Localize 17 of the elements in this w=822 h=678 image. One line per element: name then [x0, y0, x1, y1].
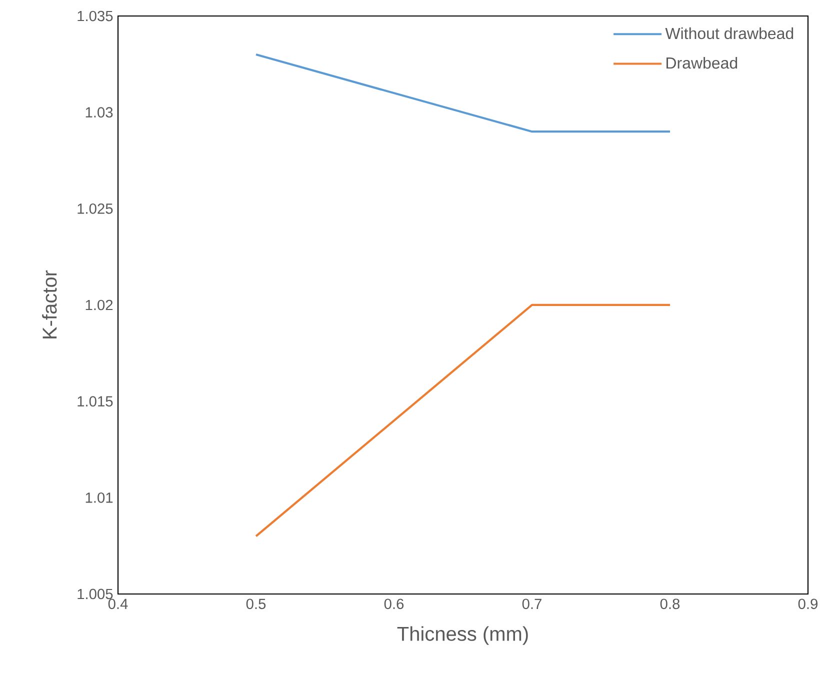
y-tick-label: 1.005	[78, 588, 113, 600]
y-tick-label: 1.015	[78, 396, 113, 407]
x-tick-label: 0.9	[798, 598, 818, 610]
x-tick-label: 0.5	[246, 598, 266, 610]
x-tick-label: 0.6	[384, 598, 404, 610]
x-tick-label: 0.8	[660, 598, 680, 610]
x-tick-label: 0.7	[522, 598, 542, 610]
legend-label: Drawbead	[666, 56, 738, 69]
y-axis-title: K-factor	[42, 270, 57, 338]
y-tick-label: 1.02	[86, 300, 113, 310]
x-tick-label: 0.4	[108, 598, 128, 610]
y-tick-label: 1.03	[86, 107, 113, 118]
y-tick-label: 1.035	[78, 10, 113, 22]
y-tick-label: 1.01	[86, 492, 113, 503]
x-axis-title: Thicness (mm)	[397, 626, 528, 645]
legend-label: Without drawbead	[665, 27, 794, 40]
y-tick-label: 1.025	[78, 203, 113, 214]
